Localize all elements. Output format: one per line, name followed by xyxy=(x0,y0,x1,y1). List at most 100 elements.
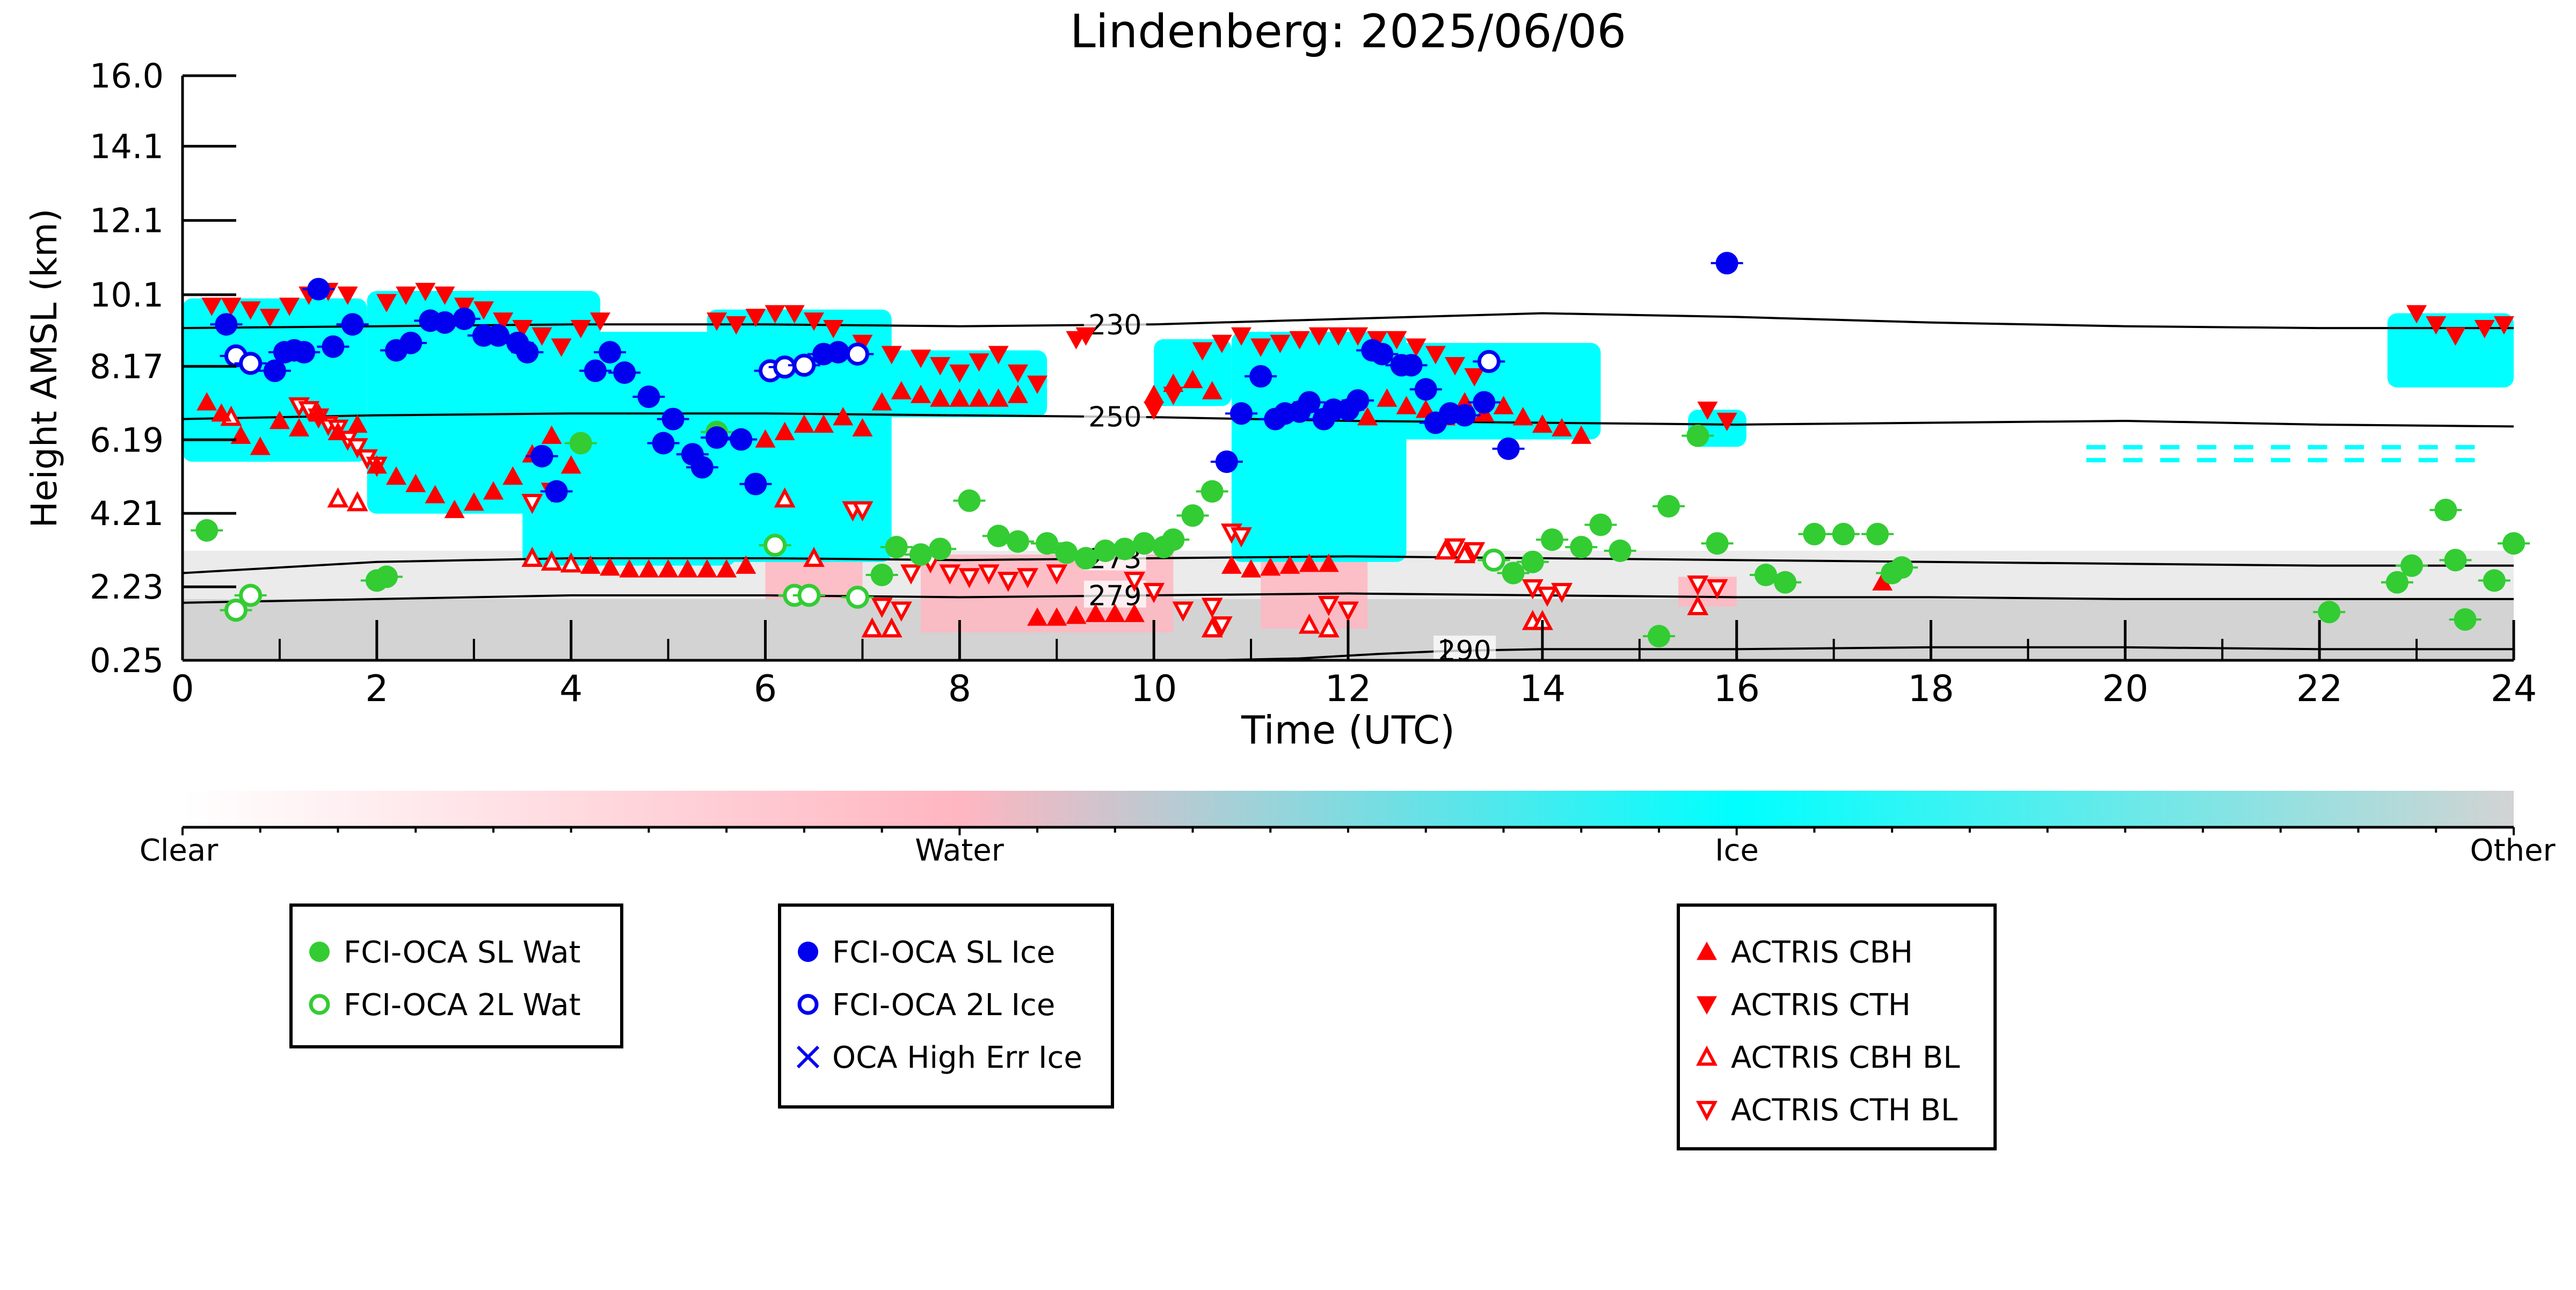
data-point-fci-oca-sl-wat xyxy=(1774,571,1797,594)
legend-label: FCI-OCA 2L Ice xyxy=(832,988,1055,1023)
data-point-fci-oca-sl-wat xyxy=(1200,480,1224,503)
contour-label: 290 xyxy=(1438,635,1491,667)
ice-phase-speck xyxy=(2345,458,2364,463)
data-point-actris-cth xyxy=(881,346,902,365)
x-tick-label: 10 xyxy=(1131,668,1177,710)
data-point-fci-oca-sl-wat xyxy=(1006,530,1029,553)
data-point-fci-oca-sl-ice xyxy=(1347,389,1370,412)
data-point-actris-cbh xyxy=(1046,607,1067,626)
data-point-actris-cth xyxy=(1348,327,1369,346)
ice-phase-speck xyxy=(2381,458,2401,463)
data-point-actris-cth xyxy=(1144,402,1165,420)
legend-frame xyxy=(289,903,623,1048)
x-tick-label: 14 xyxy=(1519,668,1566,710)
data-point-fci-oca-sl-ice xyxy=(1453,404,1476,427)
data-point-actris-cth-bl xyxy=(1016,568,1038,588)
data-point-fci-oca-sl-wat xyxy=(1609,540,1632,563)
data-point-fci-oca-sl-ice xyxy=(293,341,316,364)
x-tick-label: 8 xyxy=(948,668,971,710)
data-point-actris-cth-bl xyxy=(871,597,893,618)
data-point-actris-cth-bl xyxy=(1444,538,1466,559)
legend-marker xyxy=(1696,1045,1718,1066)
colorbar-label-ice: Ice xyxy=(1715,833,1759,868)
data-point-fci-oca-sl-wat xyxy=(1181,504,1204,527)
data-point-fci-oca-sl-wat xyxy=(2483,569,2506,592)
data-point-actris-cth xyxy=(1328,327,1349,346)
data-point-fci-oca-sl-wat xyxy=(1570,536,1593,559)
ice-phase-speck xyxy=(2086,458,2106,463)
data-point-fci-oca-sl-wat xyxy=(929,537,952,560)
data-point-actris-cbh xyxy=(930,388,951,407)
data-point-fci-oca-2l-ice xyxy=(792,353,816,377)
data-point-fci-oca-2l-wat xyxy=(797,584,821,607)
data-point-fci-oca-sl-wat xyxy=(1890,556,1913,579)
data-point-fci-oca-sl-ice xyxy=(433,311,456,334)
x-tick-label: 0 xyxy=(171,668,194,710)
data-point-actris-cth xyxy=(988,346,1009,365)
data-point-actris-cth-bl xyxy=(1211,616,1233,637)
data-point-actris-cth xyxy=(1027,375,1048,394)
legend-label: OCA High Err Ice xyxy=(832,1040,1082,1075)
data-point-actris-cbh xyxy=(755,429,776,448)
data-point-actris-cth-bl xyxy=(939,564,961,585)
data-point-actris-cth xyxy=(551,338,572,357)
legend-label: ACTRIS CTH xyxy=(1731,988,1911,1023)
data-point-actris-cbh xyxy=(1377,388,1398,407)
data-point-actris-cth-bl xyxy=(958,568,980,588)
data-point-actris-cbh-bl xyxy=(881,617,903,638)
data-point-fci-oca-sl-wat xyxy=(958,489,981,512)
ice-phase-region xyxy=(2387,313,2514,388)
data-point-fci-oca-sl-ice xyxy=(516,341,539,364)
data-point-actris-cbh xyxy=(891,381,912,399)
data-point-fci-oca-sl-ice xyxy=(1715,252,1738,275)
data-point-fci-oca-sl-wat xyxy=(1803,522,1826,545)
data-point-fci-oca-sl-wat xyxy=(1162,528,1185,551)
ice-phase-speck xyxy=(2197,458,2217,463)
data-point-actris-cth xyxy=(1289,331,1310,349)
data-point-fci-oca-sl-ice xyxy=(827,341,850,364)
data-point-actris-cbh xyxy=(833,407,854,426)
data-point-actris-cth xyxy=(415,282,436,302)
data-point-actris-cbh xyxy=(794,414,814,433)
data-point-actris-cth xyxy=(784,305,805,324)
ice-phase-region xyxy=(1231,332,1407,562)
data-point-actris-cth-bl xyxy=(1464,542,1486,563)
data-point-actris-cbh xyxy=(1085,603,1106,622)
data-series-layer xyxy=(191,252,2530,648)
ice-phase-speck xyxy=(2308,444,2327,449)
ice-phase-speck xyxy=(2233,458,2253,463)
data-point-actris-cbh xyxy=(425,485,446,504)
ice-phase-speck xyxy=(2123,458,2143,463)
x-tick-label: 12 xyxy=(1325,668,1372,710)
data-point-actris-cbh xyxy=(366,455,387,474)
data-point-actris-cth xyxy=(1163,387,1184,405)
data-point-fci-oca-sl-wat xyxy=(569,432,592,455)
data-point-actris-cth xyxy=(1308,327,1329,346)
data-point-actris-cth xyxy=(2474,319,2495,339)
legend-box-2: FCI-OCA SL Ice FCI-OCA 2L Ice OCA High Err… xyxy=(778,903,1114,1109)
data-point-fci-oca-sl-wat xyxy=(1686,424,1709,447)
data-point-actris-cbh xyxy=(347,414,368,433)
data-point-actris-cth xyxy=(726,316,747,335)
data-point-fci-oca-2l-ice xyxy=(1477,349,1501,373)
data-point-actris-cbh xyxy=(638,559,659,578)
legend-frame xyxy=(1677,903,1997,1150)
data-point-actris-cth xyxy=(1231,327,1251,346)
legend-label: FCI-OCA SL Ice xyxy=(832,935,1055,970)
data-point-actris-cbh-bl xyxy=(327,487,349,508)
legend-label: FCI-OCA SL Wat xyxy=(344,935,581,970)
data-point-actris-cbh xyxy=(1241,559,1262,578)
data-point-actris-cth xyxy=(1464,368,1485,387)
colorbar-label-other: Other xyxy=(2470,833,2556,868)
data-point-actris-cbh xyxy=(541,425,562,444)
colorbar-ticks xyxy=(181,827,2515,835)
data-point-fci-oca-2l-ice xyxy=(846,342,869,366)
data-point-fci-oca-sl-wat xyxy=(2444,549,2467,572)
data-point-actris-cth xyxy=(570,319,591,339)
data-point-actris-cbh xyxy=(1182,369,1203,389)
data-point-fci-oca-sl-wat xyxy=(1589,513,1612,536)
data-point-actris-cth xyxy=(532,327,552,346)
data-point-actris-cth xyxy=(745,309,766,327)
data-point-actris-cth xyxy=(1192,342,1213,361)
